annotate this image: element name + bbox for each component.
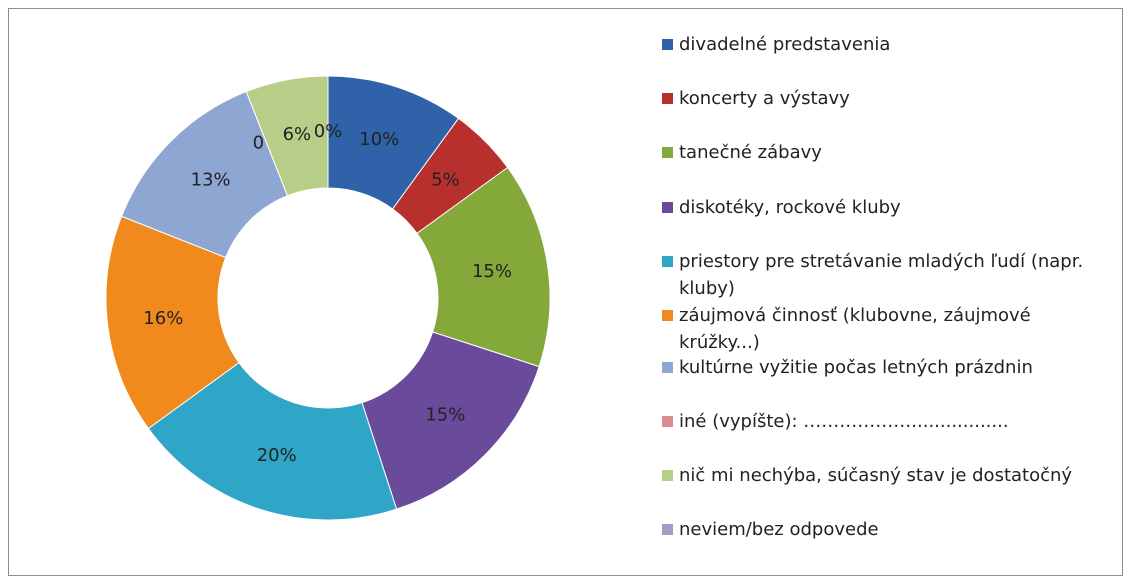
legend-label: tanečné zábavy xyxy=(679,142,822,163)
value-label: 16% xyxy=(143,308,183,329)
slice xyxy=(361,331,540,510)
legend-label: kultúrne vyžitie počas letných prázdnin xyxy=(679,357,1033,378)
legend-label: divadelné predstavenia xyxy=(679,34,891,55)
legend-item: koncerty a výstavy xyxy=(662,85,1112,112)
legend-swatch xyxy=(662,147,673,158)
legend-label: diskotéky, rockové kluby xyxy=(679,197,901,218)
legend-label: iné (vypíšte): ………………................. xyxy=(679,411,1009,432)
legend-item: divadelné predstavenia xyxy=(662,31,1112,58)
legend-label: záujmová činnosť (klubovne, záujmové krú… xyxy=(679,305,1031,353)
value-label: 10% xyxy=(359,129,399,150)
legend-swatch xyxy=(662,524,673,535)
legend-swatch xyxy=(662,202,673,213)
legend-label: neviem/bez odpovede xyxy=(679,519,879,540)
legend-label: koncerty a výstavy xyxy=(679,88,850,109)
legend-swatch xyxy=(662,310,673,321)
value-label: 5% xyxy=(431,170,460,191)
value-label: 15% xyxy=(425,404,465,425)
value-label: 13% xyxy=(191,170,231,191)
legend-item: priestory pre stretávanie mladých ľudí (… xyxy=(662,248,1112,302)
value-label: 20% xyxy=(257,445,297,466)
value-label: 0% xyxy=(314,121,343,142)
slice xyxy=(105,215,240,430)
legend-item: neviem/bez odpovede xyxy=(662,516,1112,543)
legend-swatch xyxy=(662,416,673,427)
legend-label: nič mi nechýba, súčasný stav je dostatoč… xyxy=(679,465,1073,486)
legend-swatch xyxy=(662,470,673,481)
value-label: 6% xyxy=(283,124,312,145)
slice xyxy=(147,361,398,521)
legend-item: kultúrne vyžitie počas letných prázdnin xyxy=(662,354,1112,381)
legend-swatch xyxy=(662,256,673,267)
legend-swatch xyxy=(662,93,673,104)
legend-item: diskotéky, rockové kluby xyxy=(662,194,1112,221)
legend-item: záujmová činnosť (klubovne, záujmové krú… xyxy=(662,302,1112,356)
legend-item: nič mi nechýba, súčasný stav je dostatoč… xyxy=(662,462,1112,489)
legend-label: priestory pre stretávanie mladých ľudí (… xyxy=(679,251,1084,299)
slice xyxy=(416,166,551,368)
legend-item: iné (vypíšte): ………………................. xyxy=(662,408,1112,435)
legend-swatch xyxy=(662,362,673,373)
legend-item: tanečné zábavy xyxy=(662,139,1112,166)
legend-swatch xyxy=(662,39,673,50)
value-label: 15% xyxy=(472,261,512,282)
